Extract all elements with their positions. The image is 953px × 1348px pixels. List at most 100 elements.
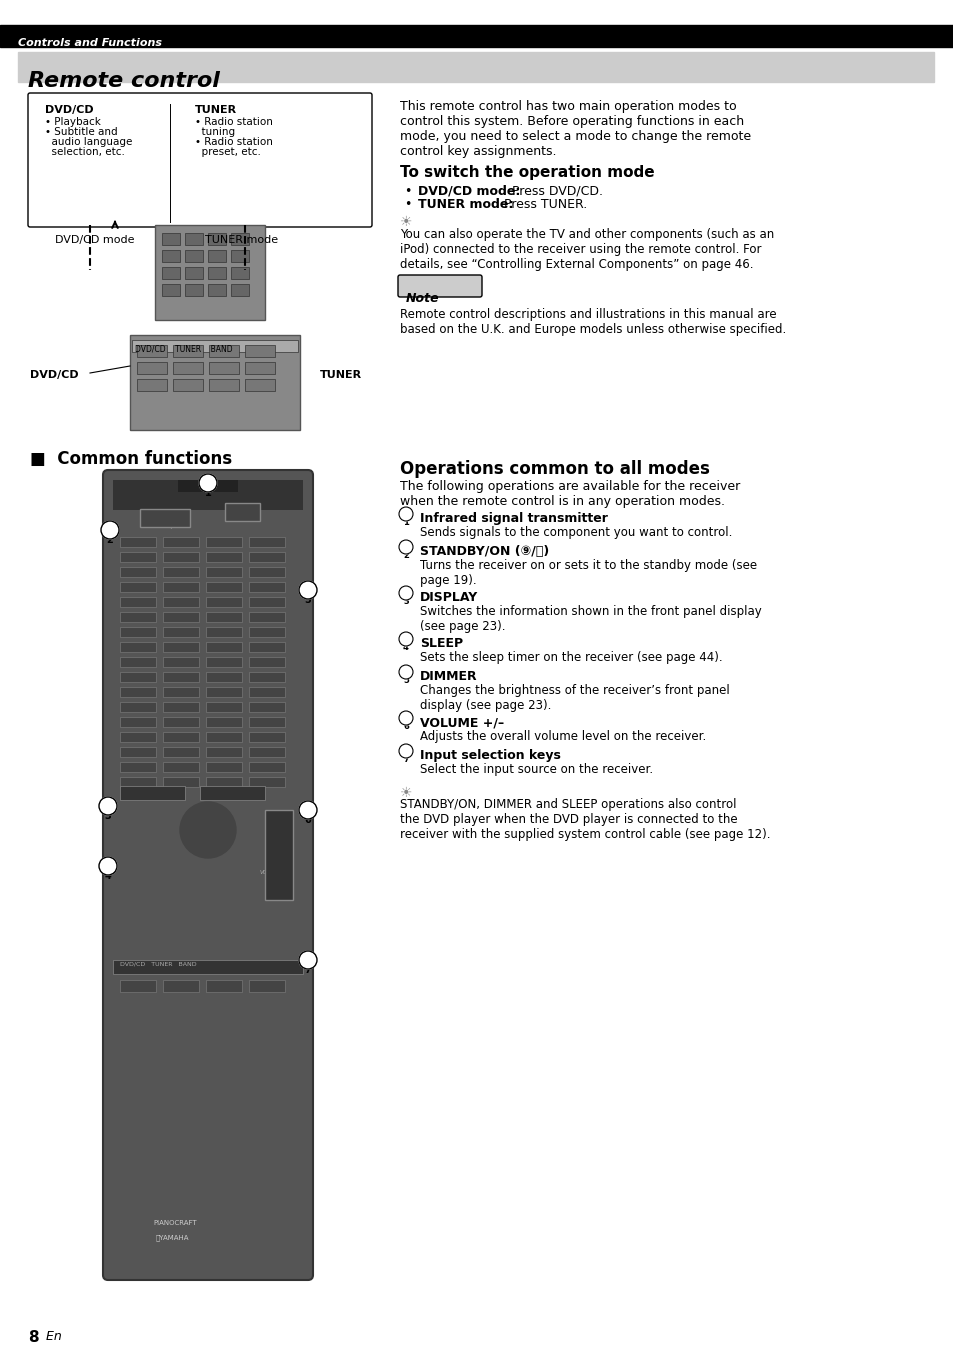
- Bar: [112, 480, 303, 510]
- Bar: [249, 642, 285, 652]
- Text: 7: 7: [403, 755, 409, 764]
- Bar: [132, 340, 297, 352]
- FancyBboxPatch shape: [397, 275, 481, 297]
- Text: 4: 4: [105, 871, 112, 882]
- FancyBboxPatch shape: [103, 470, 313, 1281]
- Bar: [130, 336, 299, 430]
- Text: ▲: ▲: [201, 833, 209, 842]
- Bar: [120, 551, 156, 562]
- Bar: [245, 345, 274, 357]
- Text: TUNER mode: TUNER mode: [205, 235, 278, 245]
- Circle shape: [398, 710, 413, 725]
- Text: 6: 6: [402, 723, 409, 731]
- Text: POWER: POWER: [228, 518, 251, 522]
- Bar: [249, 702, 285, 712]
- Bar: [163, 642, 199, 652]
- Circle shape: [298, 581, 316, 599]
- Text: DISPLAY: DISPLAY: [419, 590, 477, 604]
- Circle shape: [298, 801, 316, 820]
- Text: STANDBY/ON, DIMMER and SLEEP operations also control
the DVD player when the DVD: STANDBY/ON, DIMMER and SLEEP operations …: [399, 798, 770, 841]
- Bar: [120, 537, 156, 547]
- Text: DISPLAY: DISPLAY: [124, 797, 150, 801]
- Bar: [206, 597, 242, 607]
- Bar: [120, 717, 156, 727]
- Text: To switch the operation mode: To switch the operation mode: [399, 164, 654, 181]
- Text: Remote control: Remote control: [28, 71, 219, 92]
- Circle shape: [398, 507, 413, 520]
- Bar: [172, 363, 203, 373]
- Bar: [208, 267, 226, 279]
- Text: preset, etc.: preset, etc.: [194, 147, 260, 156]
- Bar: [249, 551, 285, 562]
- Text: STANDBY/ON: STANDBY/ON: [143, 523, 184, 528]
- Bar: [209, 379, 239, 391]
- Bar: [163, 537, 199, 547]
- Bar: [163, 702, 199, 712]
- Bar: [231, 233, 249, 245]
- Text: DVD/CD mode:: DVD/CD mode:: [417, 185, 519, 198]
- Bar: [249, 597, 285, 607]
- Text: • Radio station: • Radio station: [194, 117, 273, 127]
- Bar: [249, 980, 285, 992]
- Circle shape: [398, 744, 413, 758]
- Text: 7: 7: [304, 965, 311, 975]
- Text: 8: 8: [28, 1330, 38, 1345]
- Text: 5: 5: [304, 594, 311, 605]
- Text: • Playback: • Playback: [45, 117, 101, 127]
- Bar: [162, 284, 180, 297]
- Bar: [120, 673, 156, 682]
- Bar: [206, 747, 242, 758]
- Text: DVD/CD mode: DVD/CD mode: [55, 235, 134, 245]
- Text: 2: 2: [107, 535, 113, 545]
- Text: Sets the sleep timer on the receiver (see page 44).: Sets the sleep timer on the receiver (se…: [419, 651, 721, 665]
- Circle shape: [398, 541, 413, 554]
- Text: 4: 4: [402, 643, 409, 652]
- Bar: [137, 363, 167, 373]
- Bar: [163, 656, 199, 667]
- Text: –: –: [270, 890, 276, 905]
- Bar: [163, 568, 199, 577]
- Bar: [163, 582, 199, 592]
- Bar: [0, 26, 953, 47]
- Bar: [162, 233, 180, 245]
- Bar: [209, 345, 239, 357]
- Bar: [120, 642, 156, 652]
- Text: ⓨYAMAHA: ⓨYAMAHA: [155, 1233, 189, 1240]
- Bar: [245, 379, 274, 391]
- Bar: [209, 363, 239, 373]
- Bar: [206, 551, 242, 562]
- Bar: [178, 480, 237, 492]
- Text: Operations common to all modes: Operations common to all modes: [399, 460, 709, 479]
- Bar: [120, 582, 156, 592]
- Bar: [163, 673, 199, 682]
- Text: 3: 3: [403, 597, 409, 607]
- Text: •: •: [405, 185, 420, 198]
- Bar: [206, 717, 242, 727]
- Bar: [120, 762, 156, 772]
- Bar: [231, 249, 249, 262]
- Bar: [206, 537, 242, 547]
- Bar: [249, 656, 285, 667]
- Bar: [206, 627, 242, 638]
- Bar: [231, 267, 249, 279]
- Text: Remote control descriptions and illustrations in this manual are
based on the U.: Remote control descriptions and illustra…: [399, 307, 785, 336]
- Bar: [112, 960, 303, 975]
- Bar: [120, 747, 156, 758]
- Bar: [120, 776, 156, 787]
- Text: • Subtitle and: • Subtitle and: [45, 127, 117, 137]
- Bar: [163, 597, 199, 607]
- Text: Adjusts the overall volume level on the receiver.: Adjusts the overall volume level on the …: [419, 731, 705, 743]
- Bar: [163, 762, 199, 772]
- Circle shape: [99, 797, 117, 816]
- Bar: [120, 732, 156, 741]
- Bar: [163, 747, 199, 758]
- Text: DVD/CD: DVD/CD: [45, 105, 93, 115]
- Text: DVD/CD   TUNER   BAND: DVD/CD TUNER BAND: [120, 962, 196, 967]
- Text: selection, etc.: selection, etc.: [45, 147, 125, 156]
- Bar: [163, 980, 199, 992]
- Bar: [120, 627, 156, 638]
- Bar: [200, 786, 265, 799]
- Text: Select the input source on the receiver.: Select the input source on the receiver.: [419, 763, 653, 776]
- Circle shape: [199, 474, 216, 492]
- Bar: [245, 363, 274, 373]
